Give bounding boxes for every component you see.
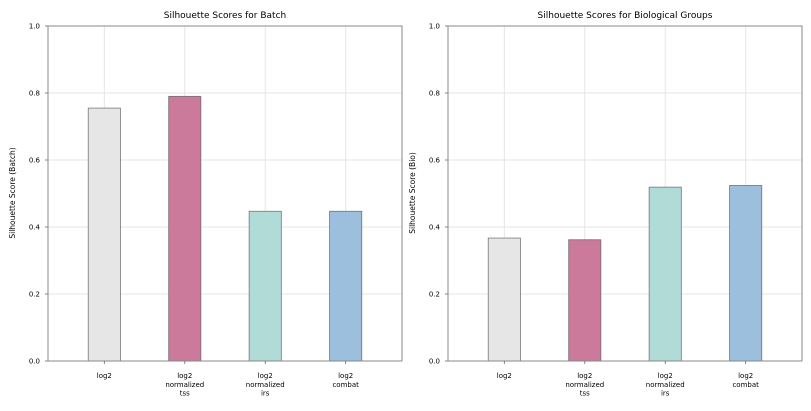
bar: [487, 237, 521, 362]
bar: [248, 210, 282, 362]
x-tick-label: log2: [738, 372, 753, 380]
bar: [329, 210, 363, 362]
y-tick-label: 0.8: [429, 90, 440, 98]
bar: [568, 239, 602, 362]
chart-title: Silhouette Scores for Biological Groups: [538, 11, 713, 21]
x-tick-label: log2: [97, 372, 112, 380]
y-tick-label: 0.4: [429, 224, 441, 232]
x-tick-label: irs: [261, 390, 270, 398]
y-tick-label: 1.0: [29, 23, 40, 31]
y-tick-label: 0.4: [29, 224, 41, 232]
x-tick-label: normalized: [565, 381, 604, 389]
y-tick-label: 0.0: [429, 358, 440, 366]
x-tick-label: tss: [580, 390, 590, 398]
x-tick-label: tss: [180, 390, 190, 398]
bar: [729, 185, 763, 362]
batch-chart: Silhouette Scores for Batch Silhouette S…: [8, 11, 403, 398]
x-tick-label: log2: [497, 372, 512, 380]
bar: [87, 107, 121, 362]
x-tick-label: normalized: [646, 381, 685, 389]
plot-frame: [47, 25, 403, 362]
y-tick-label: 0.2: [429, 291, 440, 299]
x-tick-label: log2: [177, 372, 192, 380]
x-tick-label: log2: [338, 372, 353, 380]
y-tick-label: 0.0: [29, 358, 40, 366]
y-tick-label: 0.6: [29, 157, 41, 165]
x-tick-label: combat: [732, 381, 759, 389]
x-tick-label: log2: [658, 372, 673, 380]
y-tick-label: 0.6: [429, 157, 441, 165]
y-tick-label: 1.0: [429, 23, 440, 31]
x-tick-label: irs: [661, 390, 670, 398]
bio-chart: Silhouette Scores for Biological Groups …: [408, 11, 803, 398]
y-axis-label: Silhouette Score (Batch): [8, 147, 17, 238]
y-tick-label: 0.8: [29, 90, 40, 98]
x-tick-label: combat: [332, 381, 359, 389]
y-axis-label: Silhouette Score (Bio): [408, 152, 417, 234]
x-tick-label: normalized: [246, 381, 285, 389]
x-tick-label: log2: [258, 372, 273, 380]
bar: [648, 186, 682, 362]
plot-frame: [447, 25, 803, 362]
bar: [168, 95, 202, 362]
x-tick-label: normalized: [165, 381, 204, 389]
x-tick-label: log2: [577, 372, 592, 380]
y-tick-label: 0.2: [29, 291, 40, 299]
chart-title: Silhouette Scores for Batch: [164, 11, 286, 21]
